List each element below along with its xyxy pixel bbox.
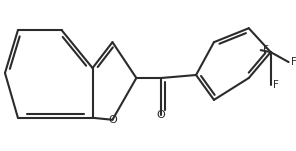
Text: F: F [273, 80, 279, 90]
Text: O: O [157, 110, 165, 120]
Text: O: O [108, 115, 117, 125]
Text: F: F [291, 57, 296, 67]
Text: F: F [263, 45, 269, 55]
